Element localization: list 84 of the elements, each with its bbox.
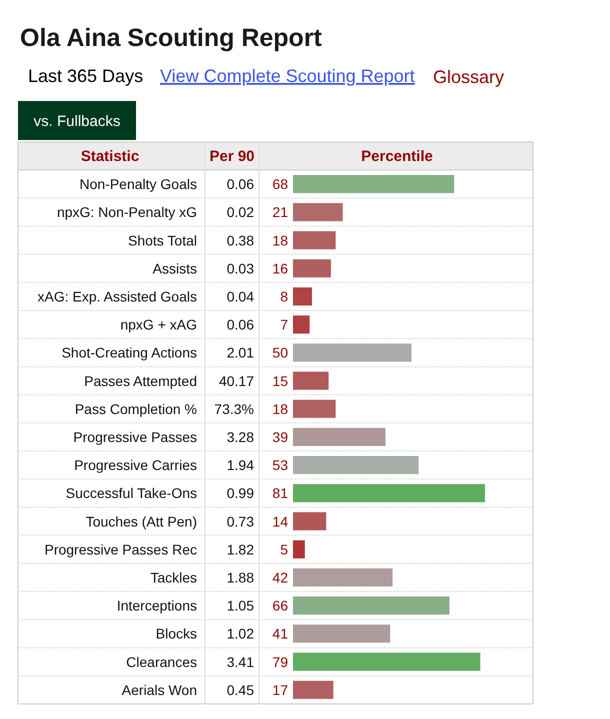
- text: vs. Fullbacks: [34, 113, 120, 130]
- y-tick-label: Successful Take-Ons: [66, 485, 197, 502]
- data-label: 7: [280, 316, 288, 333]
- data-label: 5: [280, 541, 288, 558]
- text: 0.03: [226, 260, 254, 276]
- text: 1.94: [226, 457, 254, 474]
- data-label: 8: [280, 288, 288, 304]
- text: Per 90: [209, 148, 255, 165]
- data-label: 16: [272, 260, 288, 276]
- y-tick-label: Clearances: [126, 654, 197, 670]
- y-tick-label: Non-Penalty Goals: [79, 176, 197, 192]
- bar: [293, 624, 390, 643]
- text: Glossary: [433, 67, 504, 87]
- text: Last 365 Days: [28, 66, 144, 86]
- text: 0.04: [226, 288, 254, 304]
- text: 1.82: [226, 541, 254, 558]
- bar: [293, 231, 336, 250]
- bar: [293, 484, 485, 502]
- text: 1.05: [226, 598, 254, 614]
- text: 0.06: [226, 316, 254, 333]
- bar: [293, 400, 336, 418]
- y-tick-label: npxG + xAG: [120, 316, 197, 333]
- text: 0.38: [226, 232, 254, 248]
- y-tick-label: npxG: Non-Penalty xG: [56, 204, 197, 220]
- bar: [293, 512, 326, 530]
- bar: [293, 680, 334, 699]
- data-label: 21: [272, 204, 288, 220]
- bar: [293, 287, 312, 306]
- y-tick-label: Passes Attempted: [84, 372, 197, 389]
- data-label: 81: [272, 485, 288, 502]
- data-label: 14: [272, 513, 288, 530]
- y-tick-label: Progressive Carries: [74, 457, 197, 474]
- y-tick-label: Progressive Passes: [73, 428, 197, 445]
- bar: [293, 316, 310, 334]
- text: 2.01: [226, 344, 254, 361]
- text: 3.41: [226, 654, 254, 670]
- y-tick-label: Interceptions: [116, 598, 197, 614]
- text: 0.06: [226, 176, 254, 192]
- bar: [293, 428, 386, 446]
- text: 73.3%: [214, 400, 254, 417]
- data-label: 39: [272, 428, 288, 445]
- bar: [293, 175, 454, 194]
- bar: [293, 372, 329, 390]
- y-tick-label: Pass Completion %: [74, 400, 197, 417]
- text: 0.02: [226, 204, 254, 220]
- y-tick-label: xAG: Exp. Assisted Goals: [37, 288, 197, 304]
- bar: [293, 456, 419, 474]
- data-label: 68: [272, 176, 288, 192]
- text: View Complete Scouting Report: [160, 66, 415, 86]
- y-tick-label: Progressive Passes Rec: [44, 541, 197, 558]
- bar: [293, 568, 393, 586]
- y-tick-label: Aerials Won: [122, 682, 197, 698]
- bar: [293, 203, 343, 222]
- bar: [293, 596, 450, 615]
- text: 1.88: [226, 569, 254, 586]
- x-axis-title: Percentile: [361, 148, 433, 165]
- data-label: 18: [272, 400, 288, 417]
- y-tick-label: Assists: [152, 260, 197, 276]
- y-axis-title: Statistic: [80, 148, 140, 165]
- data-label: 53: [272, 457, 288, 474]
- data-label: 17: [272, 682, 288, 698]
- data-label: 15: [272, 372, 288, 389]
- y-tick-label: Touches (Att Pen): [86, 513, 197, 530]
- data-label: 41: [272, 626, 288, 642]
- chart-title: Ola Aina Scouting Report: [20, 24, 323, 52]
- text: 1.02: [226, 626, 254, 642]
- data-label: 50: [272, 344, 288, 361]
- bar: [293, 652, 480, 671]
- bar: [293, 344, 412, 362]
- data-label: 18: [272, 232, 288, 248]
- text: 0.45: [226, 682, 254, 698]
- data-label: 79: [272, 654, 288, 670]
- y-tick-label: Tackles: [150, 569, 197, 586]
- text: 40.17: [218, 372, 254, 389]
- y-tick-label: Shot-Creating Actions: [62, 344, 197, 361]
- text: 0.73: [226, 513, 254, 530]
- data-label: 66: [272, 598, 288, 614]
- y-tick-label: Blocks: [156, 626, 197, 642]
- y-tick-label: Shots Total: [128, 232, 197, 248]
- bar: [293, 540, 305, 558]
- text: 0.99: [226, 485, 254, 502]
- text: 3.28: [226, 428, 254, 445]
- bar: [293, 259, 331, 278]
- data-label: 42: [272, 569, 288, 586]
